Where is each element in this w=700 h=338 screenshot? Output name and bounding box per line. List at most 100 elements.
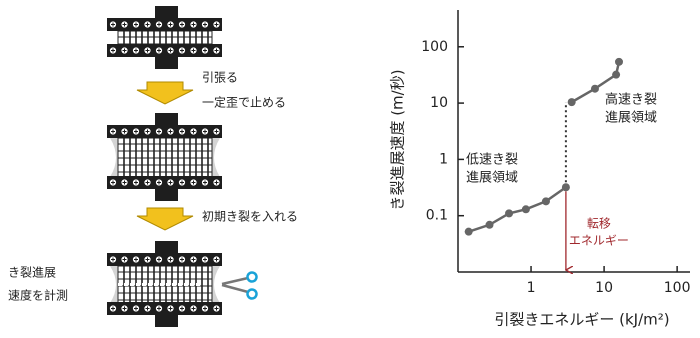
point bbox=[561, 183, 570, 192]
clamp-block bbox=[155, 57, 178, 69]
bolt-cross bbox=[122, 257, 127, 262]
bolt-cross bbox=[180, 48, 184, 53]
bolt-cross bbox=[134, 129, 138, 134]
region-label: 進展領域 bbox=[605, 110, 657, 126]
point bbox=[541, 197, 550, 206]
x-tick-label: 1 bbox=[527, 280, 536, 296]
bolt-cross bbox=[111, 129, 115, 134]
step-arrow bbox=[136, 81, 194, 105]
bolt-cross bbox=[168, 180, 173, 185]
bolt-cross bbox=[214, 257, 219, 262]
bolt-cross bbox=[157, 306, 161, 311]
x-axis-label: 引裂きエネルギー (kJ/m²) bbox=[494, 311, 669, 329]
bolt-cross bbox=[214, 129, 219, 134]
bolt-cross bbox=[191, 257, 196, 262]
step-label: 初期き裂を入れる bbox=[202, 210, 298, 224]
bolt-cross bbox=[203, 129, 207, 134]
transition-label: エネルギー bbox=[569, 234, 629, 248]
bolt-cross bbox=[134, 48, 138, 53]
bolt-cross bbox=[191, 22, 196, 27]
bolt-cross bbox=[180, 306, 184, 311]
measure-label: 速度を計測 bbox=[8, 288, 68, 303]
bolt-cross bbox=[157, 129, 161, 134]
bolt-cross bbox=[203, 257, 207, 262]
bolt-cross bbox=[180, 22, 184, 27]
bolt-cross bbox=[168, 129, 173, 134]
bolt-cross bbox=[168, 22, 173, 27]
clamp-block bbox=[155, 113, 178, 126]
bolt-cross bbox=[134, 22, 138, 27]
bolt-cross bbox=[122, 48, 127, 53]
region-label: 低速き裂 bbox=[466, 153, 518, 168]
measure-label: き裂進展 bbox=[8, 266, 56, 280]
point bbox=[485, 220, 494, 229]
bolt-cross bbox=[168, 257, 173, 262]
bolt-cross bbox=[203, 48, 207, 53]
bolt-cross bbox=[157, 180, 161, 185]
series-line bbox=[571, 61, 621, 104]
scissors-handle bbox=[246, 288, 258, 300]
bolt-cross bbox=[214, 306, 219, 311]
clamp-block bbox=[155, 241, 178, 254]
bolt-cross bbox=[122, 129, 127, 134]
bolt-cross bbox=[203, 180, 207, 185]
bolt-cross bbox=[191, 306, 196, 311]
bolt-cross bbox=[203, 306, 207, 311]
bolt-cross bbox=[122, 22, 127, 27]
y-axis-label: き裂進展速度 (m/秒) bbox=[389, 69, 407, 210]
step-label: 一定歪で止める bbox=[202, 95, 286, 110]
bolt-cross bbox=[111, 180, 115, 185]
bolt-cross bbox=[180, 180, 184, 185]
point bbox=[464, 227, 473, 236]
bolt-cross bbox=[168, 306, 173, 311]
y-tick-label: 1 bbox=[439, 151, 448, 167]
y-tick-label: 10 bbox=[430, 95, 448, 111]
point bbox=[521, 205, 530, 214]
bolt-cross bbox=[203, 22, 207, 27]
step-label: 引張る bbox=[202, 71, 238, 85]
bolt-cross bbox=[180, 129, 184, 134]
bolt-cross bbox=[145, 129, 150, 134]
bolt-cross bbox=[214, 48, 219, 53]
region-label: 進展領域 bbox=[466, 170, 518, 186]
step-arrow bbox=[136, 207, 194, 231]
bolt-cross bbox=[157, 22, 161, 27]
bolt-cross bbox=[111, 257, 115, 262]
bolt-cross bbox=[145, 257, 150, 262]
x-tick-label: 10 bbox=[595, 280, 613, 296]
bolt-cross bbox=[134, 180, 138, 185]
bolt-cross bbox=[168, 48, 173, 53]
bolt-cross bbox=[214, 22, 219, 27]
region-label: 高速き裂 bbox=[605, 92, 657, 108]
bolt-cross bbox=[134, 306, 138, 311]
point bbox=[615, 57, 624, 66]
bolt-cross bbox=[157, 257, 161, 262]
point bbox=[567, 98, 576, 107]
bolt-cross bbox=[191, 48, 196, 53]
sheet bbox=[117, 30, 213, 46]
bolt-cross bbox=[191, 129, 196, 134]
bolt-cross bbox=[145, 180, 150, 185]
bolt-cross bbox=[180, 257, 184, 262]
bolt-cross bbox=[145, 22, 150, 27]
bolt-cross bbox=[122, 180, 127, 185]
chart: 0.1 1 10 100 1 10 100 引裂きエネルギー (kJ/m²) き裂進展速度 (m… bbox=[389, 10, 691, 329]
bolt-cross bbox=[145, 48, 150, 53]
scissors-blade bbox=[221, 276, 249, 294]
bolt-cross bbox=[111, 48, 115, 53]
bolt-cross bbox=[214, 180, 219, 185]
clamp-block bbox=[155, 189, 178, 201]
point bbox=[505, 209, 514, 218]
point bbox=[612, 70, 621, 79]
bolt-cross bbox=[157, 48, 161, 53]
y-tick-label: 0.1 bbox=[426, 208, 448, 224]
clamp-block bbox=[155, 6, 178, 19]
scissors-handle bbox=[246, 271, 258, 283]
bolt-cross bbox=[145, 306, 150, 311]
transition-label: 転移 bbox=[587, 217, 611, 231]
bolt-cross bbox=[111, 306, 115, 311]
clamp-block bbox=[155, 315, 178, 327]
